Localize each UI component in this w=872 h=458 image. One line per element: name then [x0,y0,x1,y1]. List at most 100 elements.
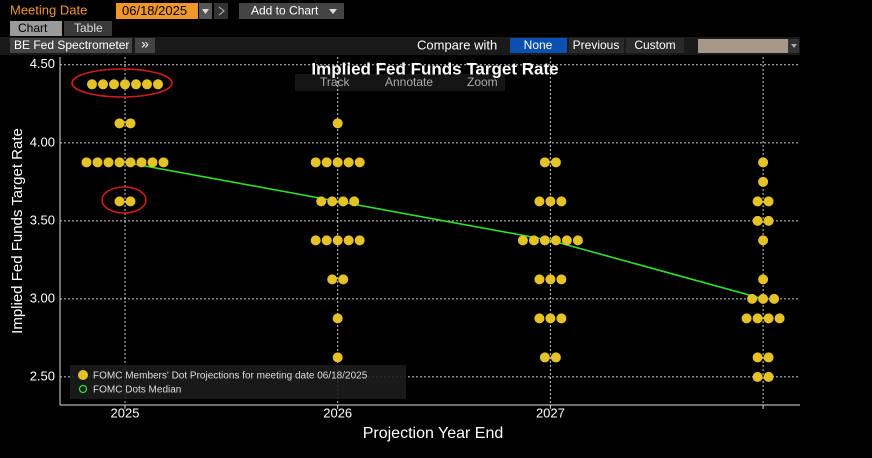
compare-option: None [524,38,553,52]
dot [114,157,125,168]
dot [114,118,125,129]
date-input[interactable] [116,3,198,19]
dot [550,235,561,246]
x-axis-label: Projection Year End [363,425,504,442]
tool-annotate[interactable]: Annotate [385,75,433,89]
dot [338,196,349,207]
dot [87,79,97,90]
tab-label: Table [74,21,103,35]
dot [147,157,158,168]
dot [354,235,365,246]
dot [109,79,119,90]
dot [763,196,774,207]
compare-none[interactable] [510,38,567,53]
dot [125,118,136,129]
compare-previous[interactable] [569,38,624,53]
dot [752,371,763,382]
dot [758,157,769,168]
dot [534,313,545,324]
more-button[interactable] [135,38,155,53]
legend-swatch [78,384,88,394]
dropdown-arrow [202,9,209,14]
custom-select[interactable] [698,39,788,53]
dot [545,274,556,285]
dot [747,293,758,304]
dot [556,313,567,324]
dot [343,157,354,168]
y-tick-label: 4.50 [30,56,55,71]
dot [142,79,152,90]
dot [539,235,550,246]
dot [534,274,545,285]
dot [125,157,136,168]
dot [545,196,556,207]
dot [556,274,567,285]
meeting-date-label: Meeting Date [10,2,87,17]
chart-tools [295,74,505,91]
more-label: » [141,36,149,52]
y-tick-label: 2.50 [30,368,55,383]
dot [114,196,125,207]
dot [92,157,103,168]
view-label: BE Fed Spectrometer [14,38,129,52]
dot [561,235,572,246]
dot [763,371,774,382]
dot [758,274,769,285]
y-tick-label: 3.50 [30,212,55,227]
compare-option: Custom [634,38,675,52]
chart-title: Implied Fed Funds Target Rate [311,59,558,78]
dot [758,293,769,304]
compare-custom[interactable] [626,38,684,53]
add-button-label: Add to Chart [251,4,319,18]
legend-label: FOMC Members' Dot Projections for meetin… [93,371,368,382]
tab-chart[interactable] [10,21,62,36]
dot [327,274,338,285]
dot [774,313,785,324]
dot [332,313,343,324]
dot [763,313,774,324]
tab-table[interactable] [64,21,112,36]
dot [752,352,763,363]
dot [550,157,561,168]
dot [310,235,321,246]
annotation-circle [101,186,147,214]
dot [321,157,332,168]
dot [534,196,545,207]
dot [763,215,774,226]
date-next[interactable] [214,3,228,19]
dot [550,352,561,363]
tab-label: Chart [18,21,48,35]
dot [338,274,349,285]
view-select[interactable] [10,38,132,53]
annotation-circle [71,68,173,98]
date-value: 06/18/2025 [122,3,187,18]
dot [332,157,343,168]
dot [758,235,769,246]
dot [136,157,147,168]
dot [539,157,550,168]
legend [70,365,406,399]
dot [327,196,338,207]
dot [545,313,556,324]
dot [321,235,332,246]
dot [343,235,354,246]
dot [752,313,763,324]
add-button[interactable] [239,3,344,19]
compare-option: Previous [573,38,620,52]
dot [752,196,763,207]
legend-swatch [78,370,88,380]
dot [763,352,774,363]
dot [81,157,92,168]
dot [572,235,583,246]
tool-track[interactable]: Track [320,75,351,89]
dot [310,157,321,168]
dot [120,79,130,90]
y-tick-label: 3.00 [30,290,55,305]
dot [103,157,114,168]
y-axis-label: Implied Fed Funds Target Rate [9,128,26,334]
dropdown-arrow [791,44,797,48]
legend-entries: FOMC Members' Dot Projections for meetin… [78,370,368,396]
tool-zoom[interactable]: Zoom [467,75,498,89]
dot [131,79,141,90]
next-arrow [218,6,225,16]
